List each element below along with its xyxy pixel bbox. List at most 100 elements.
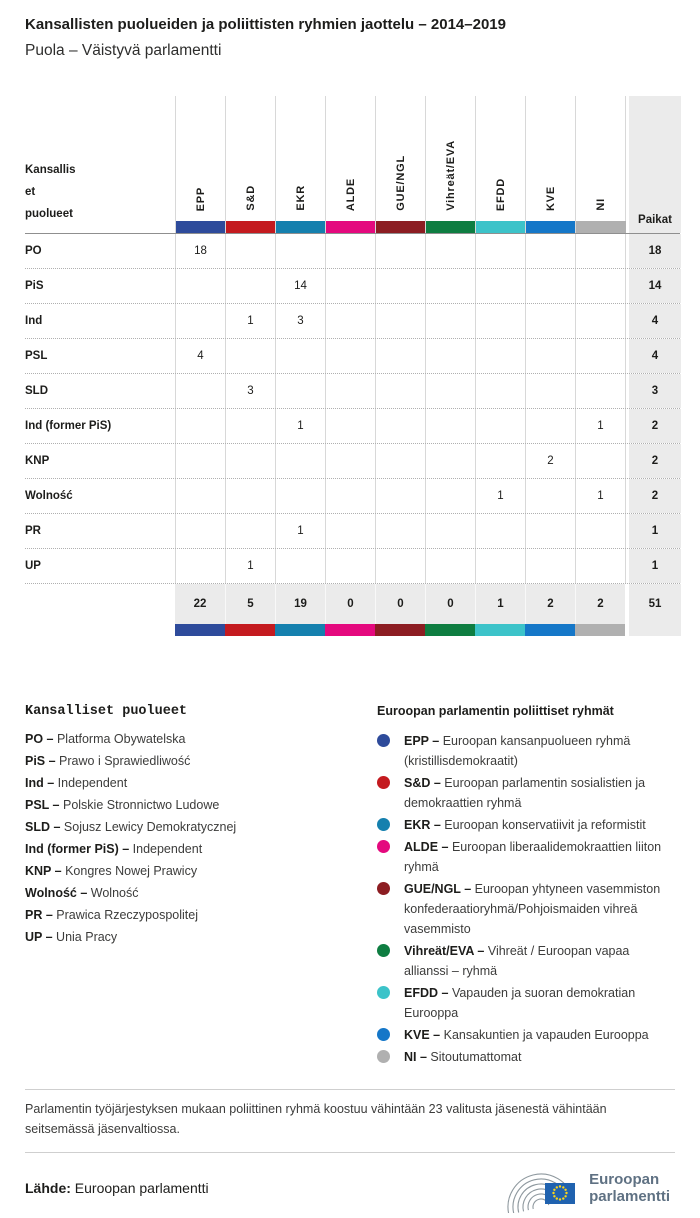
seat-cell <box>575 549 625 583</box>
legend-item: NI – Sitoutumattomat <box>377 1047 675 1067</box>
total-cell: 5 <box>225 584 275 624</box>
seat-cell <box>525 304 575 338</box>
totals-cells: 22 5 19 0 0 0 1 2 2 <box>175 584 626 624</box>
seat-cell <box>275 339 325 373</box>
seat-cell <box>525 514 575 548</box>
row-total: 14 <box>629 269 681 303</box>
seat-cell <box>275 374 325 408</box>
seat-cell <box>575 234 625 268</box>
legend-item: S&D – Euroopan parlamentin sosialistien … <box>377 773 675 813</box>
seat-cell: 1 <box>275 514 325 548</box>
seat-cell: 2 <box>525 444 575 478</box>
seat-cell <box>325 339 375 373</box>
seat-cell <box>175 304 225 338</box>
group-color-bar <box>575 624 625 636</box>
logo-wordmark: Euroopan parlamentti <box>589 1171 670 1205</box>
seat-cell <box>525 234 575 268</box>
page-subtitle: Puola – Väistyvä parlamentti <box>25 42 222 59</box>
table-row: PO 18 18 <box>25 234 681 269</box>
group-color-bar <box>225 624 275 636</box>
seat-cell <box>375 549 425 583</box>
party-label: UP <box>25 560 41 572</box>
bars-cells <box>175 624 626 636</box>
group-header-label: EFDD <box>494 177 507 211</box>
legend-name: Polskie Stronnictwo Ludowe <box>62 798 220 812</box>
seat-cell <box>425 549 475 583</box>
legend-item: Ind – Independent <box>25 776 377 790</box>
legend-desc: Euroopan yhtyneen vasemmiston konfederaa… <box>404 882 661 936</box>
group-color-bar <box>425 221 476 233</box>
seat-cell <box>325 374 375 408</box>
seat-cell <box>175 479 225 513</box>
seat-cell <box>375 234 425 268</box>
group-color-bar <box>475 221 526 233</box>
seat-cell: 3 <box>225 374 275 408</box>
group-color-bar <box>275 624 325 636</box>
seat-cell <box>175 549 225 583</box>
group-header-label: EPP <box>194 186 207 211</box>
legend-item: KNP – Kongres Nowej Prawicy <box>25 864 377 878</box>
row-total: 2 <box>629 479 681 513</box>
source-line: Lähde: Euroopan parlamentti <box>25 1180 209 1196</box>
row-total: 2 <box>629 409 681 443</box>
seat-cell <box>175 514 225 548</box>
group-header-label: KVE <box>544 185 557 211</box>
seat-cell <box>425 339 475 373</box>
legend-item: EFDD – Vapauden ja suoran demokratian Eu… <box>377 983 675 1023</box>
seat-cell <box>425 304 475 338</box>
group-color-dot <box>377 944 390 957</box>
group-column: KVE <box>525 96 576 233</box>
group-color-bar <box>475 624 525 636</box>
page-title: Kansallisten puolueiden ja poliittisten … <box>25 16 506 33</box>
table-row: SLD 3 3 <box>25 374 681 409</box>
party-label: Ind <box>25 315 43 327</box>
logo-line-2: parlamentti <box>589 1188 670 1205</box>
seats-table: Kansallis et puolueet EPP S&D EKR ALDE GUE/N… <box>25 96 681 636</box>
table-row: UP 1 1 <box>25 549 681 584</box>
seat-cell <box>375 514 425 548</box>
total-cell: 0 <box>425 584 475 624</box>
total-cell: 19 <box>275 584 325 624</box>
legend-item: EPP – Euroopan kansanpuolueen ryhmä (kri… <box>377 731 675 771</box>
seat-cell <box>375 444 425 478</box>
group-header-label: EKR <box>294 185 307 211</box>
group-color-bar <box>425 624 475 636</box>
footnote: Parlamentin työjärjestyksen mukaan polii… <box>25 1089 675 1153</box>
row-header-line: puolueet <box>25 208 73 220</box>
legend-name: Wolność <box>90 886 139 900</box>
legend-item: ALDE – Euroopan liberaalidemokraattien l… <box>377 837 675 877</box>
seat-cell <box>225 514 275 548</box>
group-color-dot <box>377 1050 390 1063</box>
group-column: EFDD <box>475 96 526 233</box>
party-label: PO <box>25 245 42 257</box>
seat-cell <box>325 234 375 268</box>
row-header-line: Kansallis <box>25 164 76 176</box>
group-color-bar <box>175 221 226 233</box>
bars-row-spacer <box>25 624 175 636</box>
legend-item: UP – Unia Pracy <box>25 930 377 944</box>
seat-cell <box>475 374 525 408</box>
legend-abbr: Vihreät/EVA – <box>404 944 488 958</box>
european-parliament-logo: Euroopan parlamentti <box>505 1163 670 1213</box>
row-total: 2 <box>629 444 681 478</box>
seat-cell: 1 <box>225 304 275 338</box>
legend-desc: Vapauden ja suoran demokratian Eurooppa <box>404 986 636 1020</box>
legend-name: Unia Pracy <box>56 930 118 944</box>
row-total: 1 <box>629 514 681 548</box>
legend-desc: Euroopan kansanpuolueen ryhmä (kristilli… <box>404 734 631 768</box>
legend-abbr: S&D – <box>404 776 445 790</box>
seat-cell <box>475 234 525 268</box>
legend-abbr: PSL – <box>25 798 63 812</box>
seat-cell <box>425 514 475 548</box>
group-color-dot <box>377 1028 390 1041</box>
legend-abbr: EFDD – <box>404 986 452 1000</box>
legend-item: KVE – Kansakuntien ja vapauden Eurooppa <box>377 1025 675 1045</box>
party-label: PR <box>25 525 41 537</box>
row-total: 1 <box>629 549 681 583</box>
header-groups: EPP S&D EKR ALDE GUE/NGL Vihreät/EVA EFDD KVE NI <box>175 96 626 233</box>
legend-abbr: UP – <box>25 930 57 944</box>
group-header-label: Vihreät/EVA <box>444 140 457 211</box>
group-column: EKR <box>275 96 326 233</box>
group-color-bar <box>525 624 575 636</box>
